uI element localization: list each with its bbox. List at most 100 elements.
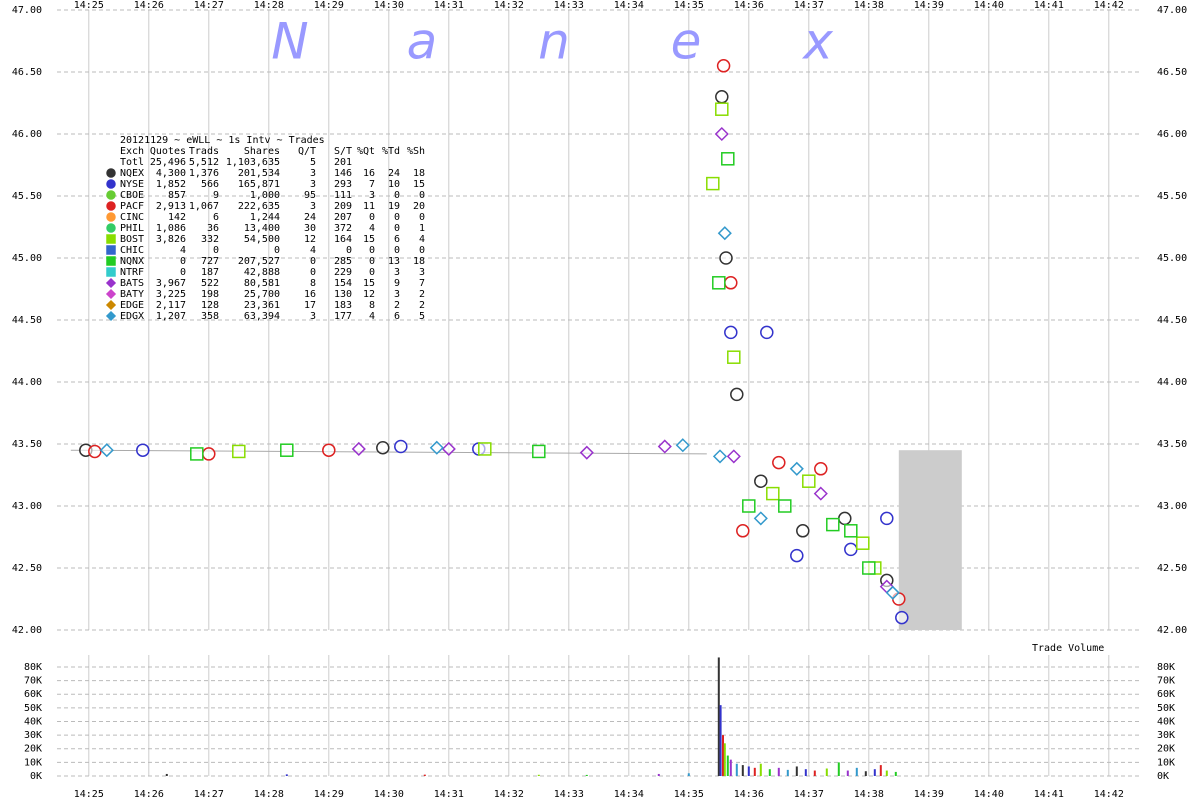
legend-stat: 80,581	[244, 278, 280, 289]
volume-bar	[423, 774, 426, 776]
volume-bar	[795, 766, 798, 776]
legend-stat: 566	[201, 179, 219, 190]
legend-header: Quotes	[150, 146, 186, 157]
volume-tick-label: 40K	[24, 716, 42, 727]
y-tick-label: 45.50	[1157, 191, 1187, 202]
legend-stat: 229	[334, 267, 352, 278]
trade-marker	[753, 511, 768, 526]
legend-stat: 95	[304, 190, 316, 201]
volume-bar	[719, 705, 722, 776]
trade-marker	[727, 350, 741, 364]
x-tick-label: 14:38	[854, 789, 884, 800]
trade-marker	[772, 455, 786, 470]
legend-stat: 6	[394, 311, 400, 322]
legend-name: PHIL	[120, 223, 144, 234]
legend-stat: 0	[369, 267, 375, 278]
legend-stat: 6	[213, 212, 219, 223]
legend-stat: 13,400	[244, 223, 280, 234]
trade-marker	[478, 442, 492, 456]
legend-stat: 2	[419, 289, 425, 300]
trade-marker	[394, 439, 408, 454]
legend-stat: 3	[310, 179, 316, 190]
legend-header: %Qt	[357, 146, 375, 157]
legend-stat: 6	[394, 234, 400, 245]
y-tick-label: 45.50	[12, 191, 42, 202]
legend-stat: 0	[346, 245, 352, 256]
legend-stat: 13	[388, 256, 400, 267]
y-tick-label: 45.00	[12, 253, 42, 264]
legend-stat: 1,103,635	[226, 157, 280, 168]
legend-name: EDGX	[120, 311, 144, 322]
legend-stat: 177	[334, 311, 352, 322]
legend-stat: 3	[394, 289, 400, 300]
x-tick-label: 14:39	[914, 0, 944, 11]
legend-stat: 18	[413, 256, 425, 267]
volume-bar	[813, 770, 816, 776]
x-tick-label: 14:29	[314, 0, 344, 11]
x-tick-label: 14:37	[794, 789, 824, 800]
volume-bar	[657, 773, 660, 776]
x-tick-label: 14:30	[374, 789, 404, 800]
volume-bar	[879, 765, 882, 776]
volume-label: Trade Volume	[1032, 643, 1104, 654]
legend-stat: 5	[419, 311, 425, 322]
legend-stat: 2	[394, 300, 400, 311]
volume-bar	[864, 771, 867, 776]
x-tick-label: 14:30	[374, 0, 404, 11]
x-tick-label: 14:33	[554, 0, 584, 11]
volume-tick-label: 0K	[1157, 771, 1169, 782]
volume-tick-label: 50K	[24, 703, 42, 714]
legend-marker	[105, 299, 117, 311]
legend-stat: 0	[369, 245, 375, 256]
x-tick-label: 14:31	[434, 789, 464, 800]
volume-bar	[759, 763, 762, 776]
legend-stat: 30	[304, 223, 316, 234]
legend-stat: 19	[388, 201, 400, 212]
trade-marker	[826, 517, 840, 532]
volume-tick-label: 80K	[24, 662, 42, 673]
x-tick-label: 14:36	[734, 789, 764, 800]
volume-bar	[753, 767, 756, 776]
volume-bar	[747, 766, 750, 776]
y-tick-label: 44.00	[1157, 377, 1187, 388]
legend-stat: 0	[419, 212, 425, 223]
trade-marker	[766, 486, 780, 501]
legend-marker	[106, 179, 116, 189]
x-tick-label: 14:38	[854, 0, 884, 11]
volume-bar	[585, 774, 588, 776]
legend-stat: 201	[334, 157, 352, 168]
watermark: n	[538, 13, 570, 71]
legend-stat: 8	[369, 300, 375, 311]
trade-marker	[838, 511, 852, 526]
x-tick-label: 14:32	[494, 789, 524, 800]
shaded-region	[898, 450, 962, 630]
legend-marker	[106, 190, 116, 200]
legend-stat: 207	[334, 212, 352, 223]
legend-stat: 15	[363, 234, 375, 245]
legend-stat: 198	[201, 289, 219, 300]
legend-stat: 201,534	[238, 168, 280, 179]
trade-marker	[844, 524, 858, 538]
legend-marker	[106, 234, 116, 244]
trade-marker	[712, 449, 728, 464]
watermark: a	[407, 13, 438, 71]
volume-tick-label: 70K	[24, 676, 42, 687]
trade-marker	[232, 444, 246, 459]
legend-stat: 63,394	[244, 311, 280, 322]
legend-stat: 0	[310, 267, 316, 278]
legend-stat: 4,300	[156, 168, 186, 179]
x-tick-label: 14:32	[494, 0, 524, 11]
legend-stat: 293	[334, 179, 352, 190]
legend-stat: 1,086	[156, 223, 186, 234]
legend-stat: 0	[310, 256, 316, 267]
volume-bar	[894, 771, 897, 776]
volume-bar	[825, 768, 828, 776]
reference-line	[70, 449, 707, 455]
volume-bar	[837, 762, 840, 776]
legend-stat: 15	[363, 278, 375, 289]
y-tick-label: 43.50	[1157, 439, 1187, 450]
y-tick-label: 43.50	[12, 439, 42, 450]
x-tick-label: 14:41	[1034, 0, 1064, 11]
legend-stat: 7	[419, 278, 425, 289]
